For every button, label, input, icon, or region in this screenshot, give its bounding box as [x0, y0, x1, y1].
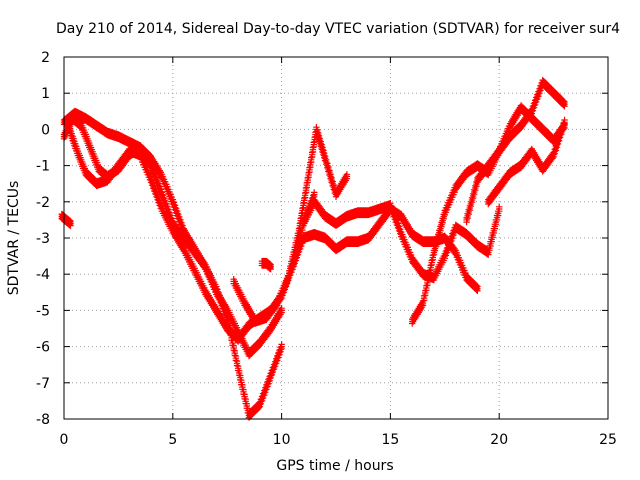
series-track-e	[289, 203, 481, 295]
series-markers	[409, 102, 568, 327]
series-markers	[300, 196, 503, 284]
series-track-g	[409, 102, 568, 327]
y-axis-label: SDTVAR / TECUs	[6, 181, 22, 296]
x-tick-label: 25	[599, 432, 617, 448]
y-tick-label: -3	[36, 231, 50, 247]
series-markers	[289, 203, 481, 295]
series-markers	[58, 210, 74, 229]
chart-title: Day 210 of 2014, Sidereal Day-to-day VTE…	[56, 21, 620, 37]
y-tick-label: -1	[36, 159, 50, 175]
y-tick-label: 1	[41, 86, 50, 102]
y-tick-label: -6	[36, 340, 50, 356]
y-tick-label: 2	[41, 50, 50, 66]
y-tick-label: -4	[36, 267, 50, 283]
x-tick-label: 5	[168, 432, 177, 448]
x-tick-label: 20	[490, 432, 508, 448]
series-markers	[258, 257, 274, 273]
y-tick-label: -2	[36, 195, 50, 211]
y-tick-label: 0	[41, 122, 50, 138]
y-tick-label: -5	[36, 303, 50, 319]
series-track-j	[58, 210, 74, 229]
series-markers	[485, 116, 568, 208]
y-tick-label: -8	[36, 412, 50, 428]
series-track-k	[258, 257, 274, 273]
series-track-d	[230, 124, 351, 327]
series-track-f	[300, 196, 503, 284]
series-track-h	[463, 76, 568, 226]
series-track-i	[485, 116, 568, 208]
data-points	[58, 76, 568, 421]
series-markers	[463, 76, 568, 226]
x-tick-label: 10	[273, 432, 291, 448]
y-tick-label: -7	[36, 376, 50, 392]
x-axis-label: GPS time / hours	[276, 458, 393, 474]
plot-frame	[63, 56, 609, 420]
series-markers	[230, 124, 351, 327]
x-tick-label: 0	[60, 432, 69, 448]
x-tick-label: 15	[381, 432, 399, 448]
gridlines	[64, 57, 608, 419]
